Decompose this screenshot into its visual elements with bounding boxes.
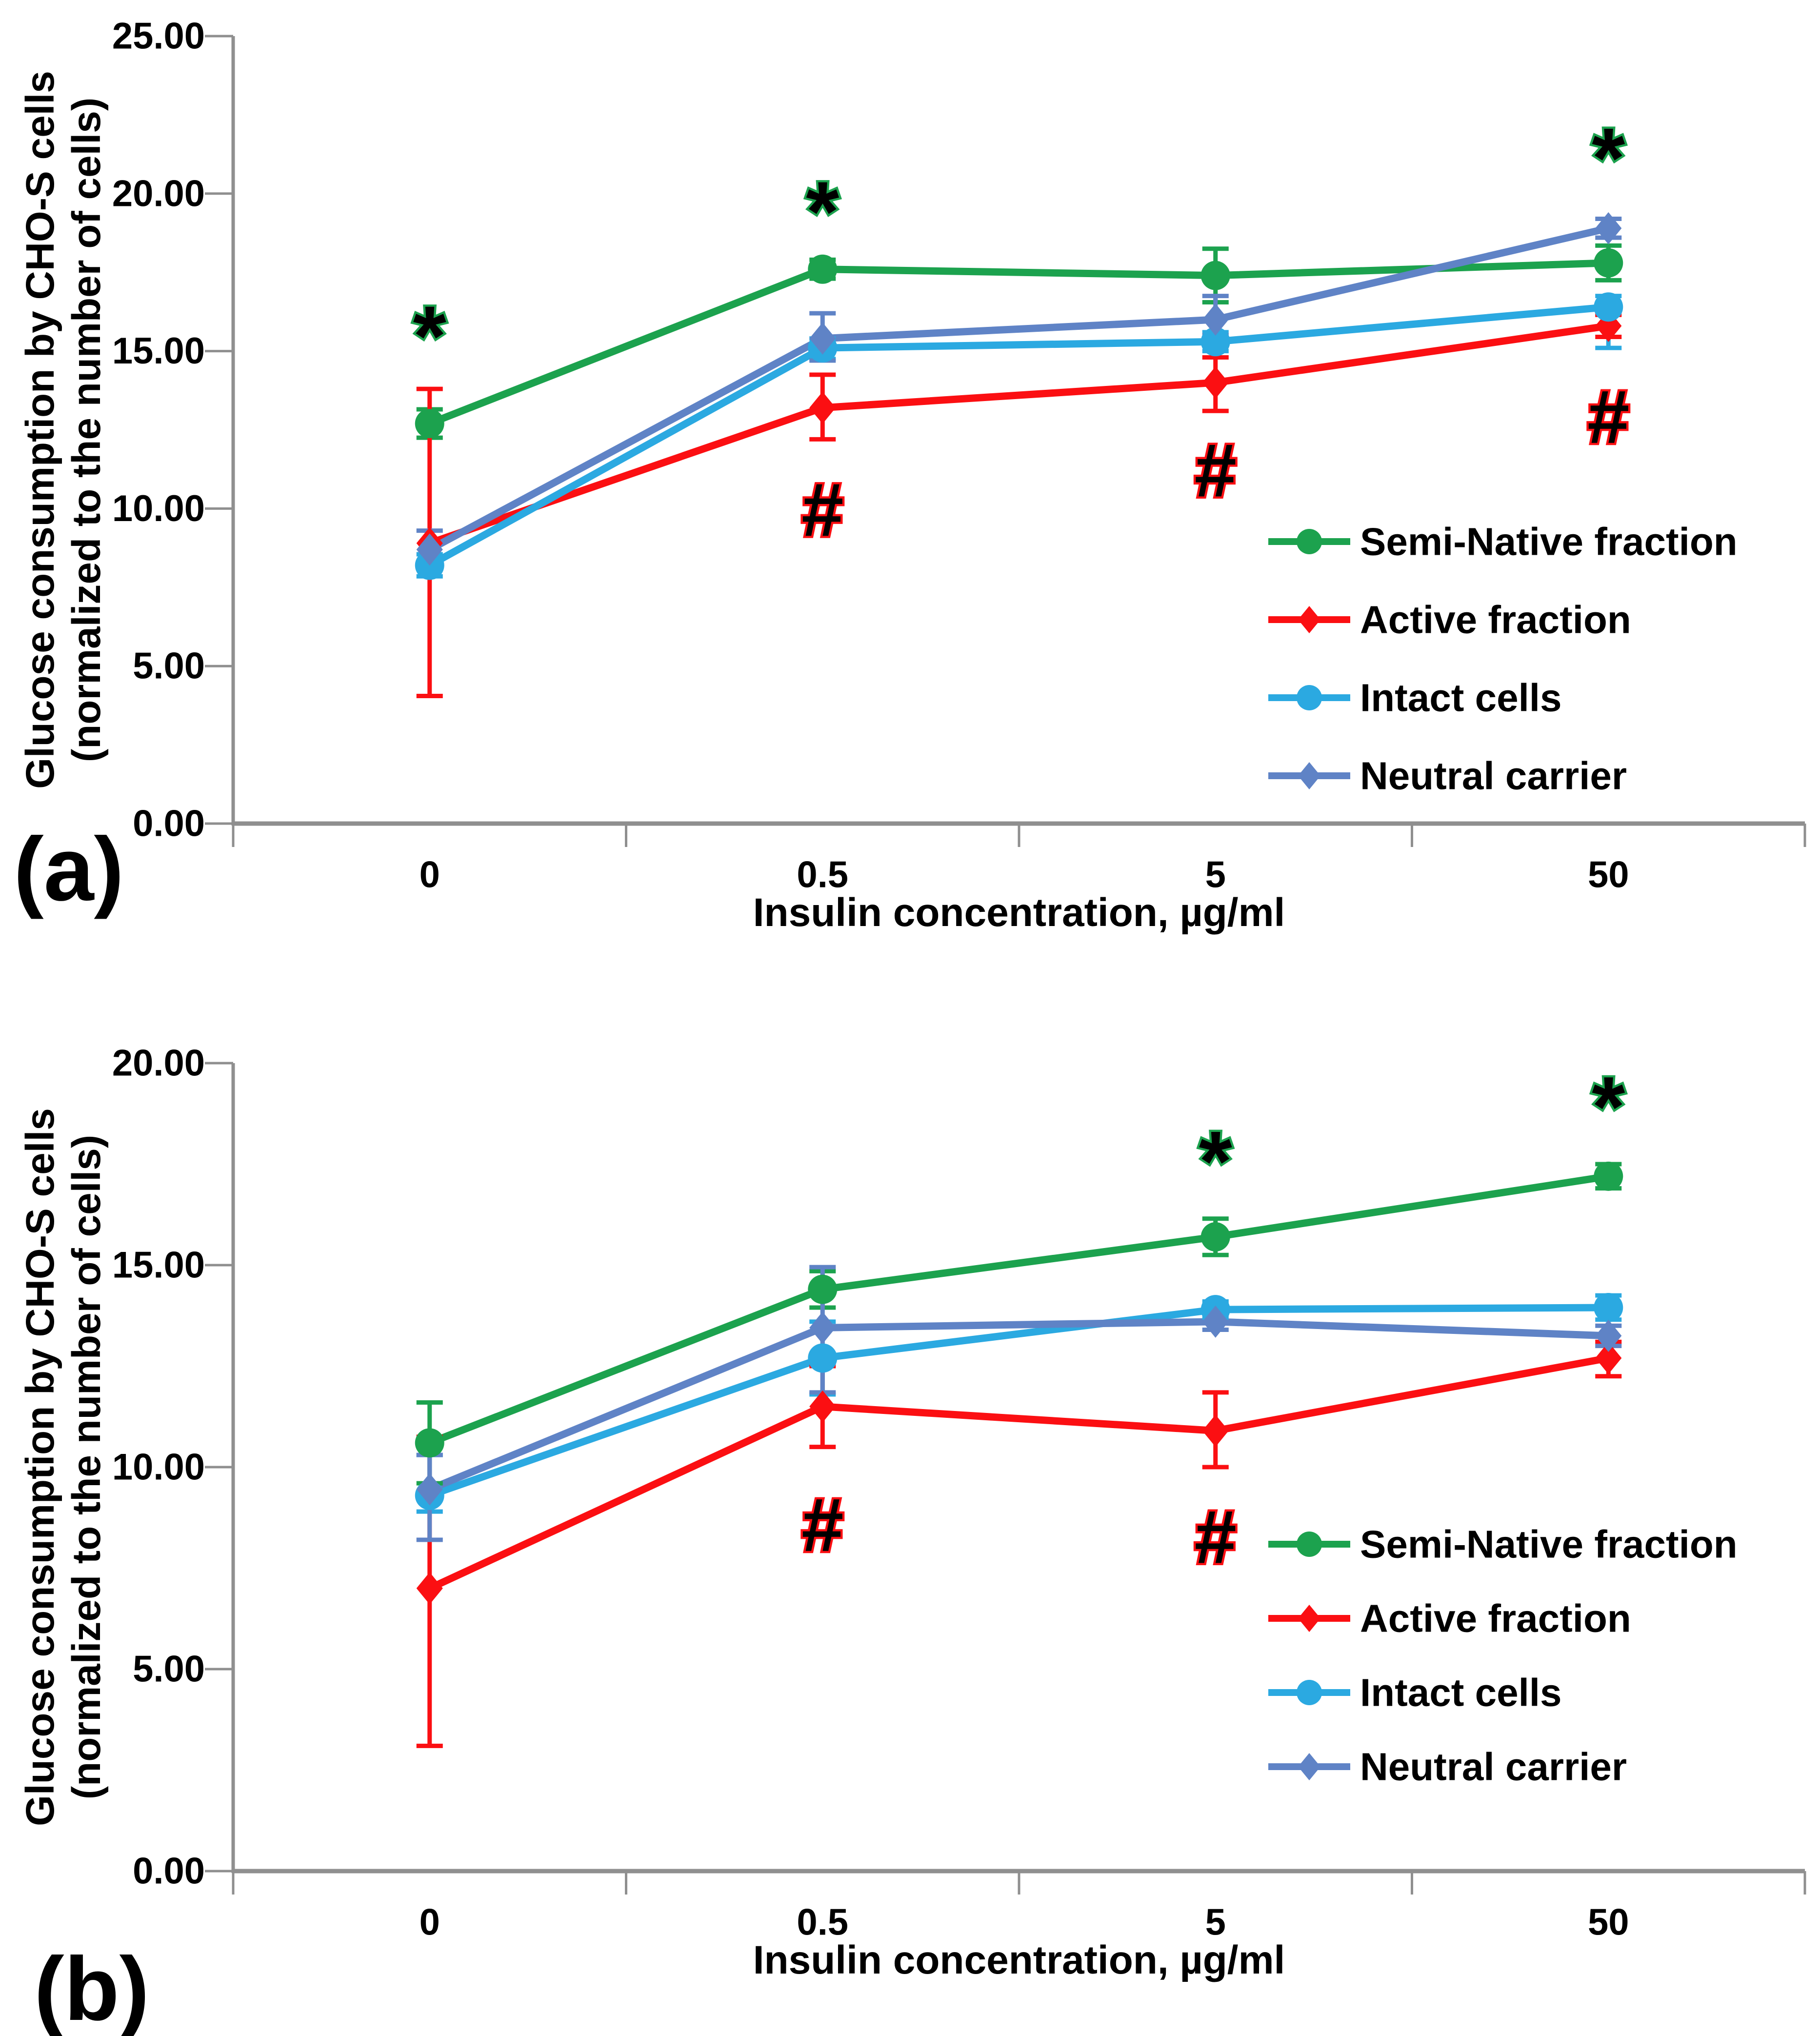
data-point-circle: [1594, 1161, 1623, 1191]
data-point-diamond: [809, 322, 836, 355]
data-point-diamond: [1595, 1342, 1622, 1374]
significance-hash: #: [801, 1483, 843, 1567]
y-axis-title-line2: (normalized to the number of cells): [64, 1135, 109, 1799]
y-tick-label: 20.00: [112, 173, 205, 214]
x-tick-label: 5: [1205, 1902, 1226, 1943]
legend-marker: [1297, 529, 1322, 554]
legend-label: Active fraction: [1360, 1597, 1631, 1640]
data-point-circle: [1594, 1292, 1623, 1322]
data-point-diamond: [1202, 366, 1229, 399]
x-axis-title: Insulin concentration, µg/ml: [753, 1938, 1285, 1982]
data-point-circle: [808, 1274, 838, 1304]
y-axis-title-line1: Glucose consumption by CHO-S cells: [18, 71, 62, 789]
significance-hash: #: [1195, 1495, 1237, 1579]
y-tick-label: 15.00: [112, 330, 205, 372]
data-point-circle: [808, 1343, 838, 1373]
data-point-circle: [1594, 248, 1623, 278]
series-line-intact: [426, 1304, 1612, 1499]
series-line-active: [426, 322, 1612, 547]
significance-asterisk: *: [1199, 1114, 1232, 1209]
legend-label: Intact cells: [1360, 1671, 1562, 1714]
legend-label: Active fraction: [1360, 598, 1631, 642]
series-line-intact: [426, 303, 1612, 569]
panel-label: (b): [34, 1939, 149, 2036]
y-tick-label: 5.00: [133, 1649, 205, 1690]
y-axis-title-line1: Glucose consumption by CHO-S cells: [18, 1108, 62, 1826]
y-tick-label: 5.00: [133, 645, 205, 687]
y-tick-label: 10.00: [112, 1447, 205, 1488]
data-point-circle: [1594, 292, 1623, 322]
legend-marker: [1297, 685, 1322, 710]
series-line-semi-native: [426, 259, 1612, 427]
series-line-neutral: [426, 1318, 1612, 1493]
data-point-diamond: [809, 1390, 836, 1423]
x-tick-label: 50: [1588, 854, 1629, 896]
legend-label: Intact cells: [1360, 676, 1562, 720]
x-tick-label: 0.5: [797, 1902, 848, 1943]
legend-marker: [1298, 1753, 1320, 1780]
y-tick-label: 20.00: [112, 1043, 205, 1084]
data-point-diamond: [1595, 212, 1622, 244]
x-axis-title: Insulin concentration, µg/ml: [753, 890, 1285, 935]
data-point-diamond: [416, 533, 443, 566]
x-tick-label: 50: [1588, 1902, 1629, 1943]
y-axis-title-line2: (normalized to the number of cells): [64, 98, 109, 762]
data-point-diamond: [809, 1311, 836, 1344]
data-point-diamond: [1202, 1305, 1229, 1338]
legend-marker: [1298, 762, 1320, 789]
legend-marker: [1298, 1605, 1320, 1632]
x-tick-label: 5: [1205, 854, 1226, 896]
data-point-diamond: [416, 1473, 443, 1506]
data-point-diamond: [1595, 1319, 1622, 1352]
panel-a-chart: 0.00 5.00 10.00 15.00 20.00 25.00 0 0.5 5 50 * * * # #…: [14, 16, 1806, 935]
data-point-circle: [808, 254, 838, 284]
significance-asterisk: *: [1592, 111, 1625, 206]
data-point-circle: [415, 1428, 444, 1458]
data-point-diamond: [1202, 1414, 1229, 1447]
legend-label: Semi-Native fraction: [1360, 1523, 1738, 1566]
panel-b-chart: 0.00 5.00 10.00 15.00 20.00 0 0.5 5 50 * * # # Semi-N…: [18, 1043, 1806, 2036]
series-line-active: [426, 1354, 1612, 1592]
significance-asterisk: *: [806, 164, 839, 260]
legend-label: Semi-Native fraction: [1360, 520, 1738, 564]
data-point-circle: [415, 409, 444, 439]
series-line-neutral: [426, 224, 1612, 553]
significance-hash: #: [1195, 428, 1237, 513]
significance-hash: #: [801, 467, 843, 552]
y-tick-label: 15.00: [112, 1245, 205, 1286]
series-line-semi-native: [426, 1172, 1612, 1447]
data-point-circle: [1200, 1222, 1230, 1252]
data-point-diamond: [809, 391, 836, 424]
x-tick-label: 0: [420, 854, 440, 896]
legend-label: Neutral carrier: [1360, 754, 1627, 798]
significance-hash: #: [1587, 375, 1629, 459]
x-tick-label: 0.5: [797, 854, 848, 896]
data-point-circle: [1200, 327, 1230, 357]
y-tick-label: 0.00: [133, 1851, 205, 1892]
panel-label: (a): [14, 819, 124, 920]
y-tick-label: 25.00: [112, 16, 205, 57]
significance-asterisk: *: [1592, 1060, 1625, 1155]
legend-marker: [1297, 1680, 1322, 1705]
significance-asterisk: *: [413, 289, 446, 384]
legend-label: Neutral carrier: [1360, 1745, 1627, 1789]
y-tick-label: 10.00: [112, 488, 205, 529]
data-point-circle: [1200, 261, 1230, 290]
legend-marker: [1297, 1532, 1322, 1557]
x-tick-label: 0: [420, 1902, 440, 1943]
data-point-diamond: [416, 1572, 443, 1605]
y-tick-label: 0.00: [133, 803, 205, 845]
legend-marker: [1298, 606, 1320, 633]
data-point-diamond: [1202, 303, 1229, 336]
